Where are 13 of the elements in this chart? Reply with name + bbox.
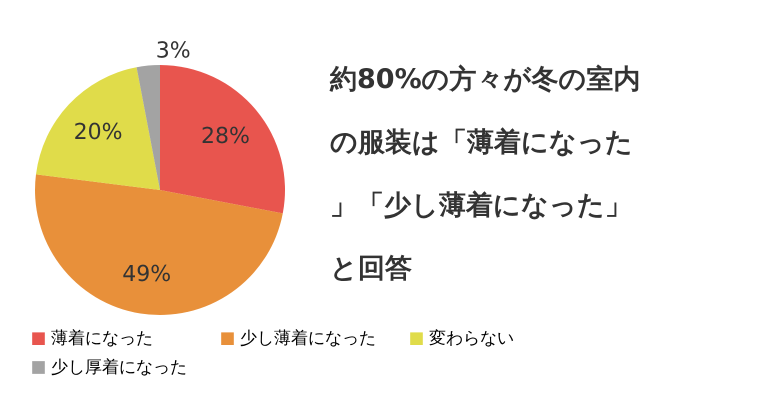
pie-slice bbox=[35, 174, 283, 315]
pie-slice bbox=[160, 65, 285, 214]
text: 約80%の方々が冬の室内の服装は「薄着になった」「少し薄着になった」と回答 bbox=[329, 64, 641, 284]
pie-slice bbox=[136, 65, 160, 190]
data-label: 49% bbox=[122, 262, 172, 287]
pie-slice bbox=[36, 67, 160, 190]
legend-label: 少し薄着になった bbox=[240, 328, 376, 349]
data-label: 3% bbox=[156, 38, 191, 64]
legend-label: 変わらない bbox=[429, 328, 514, 349]
data-label: 20% bbox=[74, 120, 122, 145]
legend-label: 少し厚着になった bbox=[51, 358, 187, 378]
data-label: 28% bbox=[201, 124, 250, 149]
legend-label: 薄着になった bbox=[51, 328, 153, 349]
